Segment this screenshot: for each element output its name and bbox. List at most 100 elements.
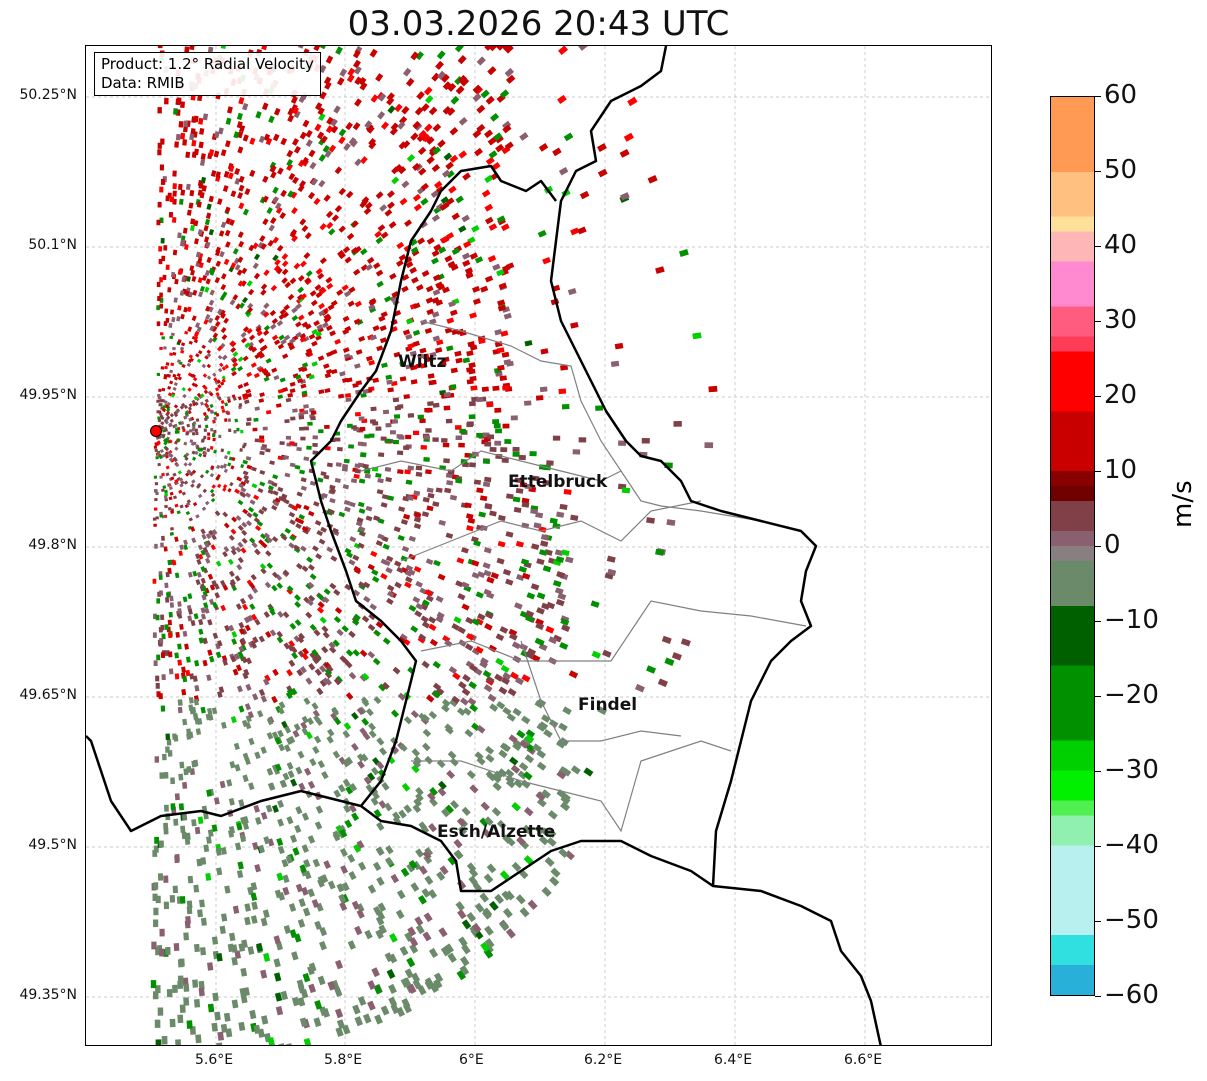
radar-echo (173, 376, 179, 381)
radar-echo (469, 252, 479, 260)
radar-echo (289, 834, 298, 843)
radar-echo (176, 438, 181, 442)
radar-echo (300, 721, 308, 730)
radar-echo (421, 103, 430, 112)
colorbar-tick-mark (1095, 696, 1101, 697)
radar-echo (204, 286, 210, 293)
radar-echo (348, 671, 357, 680)
radar-echo (166, 989, 173, 998)
radar-echo (277, 495, 285, 502)
radar-echo (160, 425, 165, 430)
radar-echo (505, 928, 516, 939)
radar-echo (373, 905, 382, 916)
radar-echo (602, 649, 612, 658)
radar-echo (358, 861, 367, 871)
radar-echo (188, 517, 193, 522)
radar-echo (205, 424, 209, 429)
radar-echo (375, 472, 382, 478)
radar-echo (201, 438, 205, 443)
radar-echo (160, 179, 166, 185)
radar-echo (159, 511, 163, 516)
radar-echo (319, 46, 328, 50)
radar-echo (384, 802, 393, 812)
radar-echo (360, 248, 368, 256)
lon-tick: 6.2°E (584, 1052, 623, 1068)
radar-echo (237, 192, 244, 200)
radar-echo (256, 330, 263, 337)
radar-echo (436, 871, 446, 881)
radar-echo (424, 407, 431, 413)
radar-echo (242, 470, 249, 476)
radar-echo (246, 417, 252, 422)
radar-echo (428, 710, 438, 720)
radar-echo (288, 344, 296, 351)
radar-echo (160, 366, 165, 370)
radar-echo (233, 257, 240, 265)
radar-echo (281, 353, 289, 360)
radar-echo (207, 573, 214, 580)
radar-echo (335, 462, 342, 467)
radar-echo (220, 913, 228, 922)
radar-echo (220, 46, 227, 50)
radar-echo (176, 430, 180, 434)
radar-echo (200, 613, 207, 620)
radar-echo (222, 185, 229, 192)
radar-echo (445, 804, 455, 814)
radar-echo (291, 235, 299, 243)
radar-echo (183, 539, 188, 546)
radar-echo (557, 592, 567, 601)
radar-echo (483, 547, 492, 554)
radar-echo (420, 445, 427, 450)
radar-echo (262, 195, 269, 203)
radar-echo (281, 493, 288, 499)
radar-echo (242, 603, 249, 611)
radar-echo (187, 571, 193, 578)
radar-echo (291, 951, 299, 961)
radar-echo (224, 885, 231, 894)
radar-echo (353, 318, 361, 325)
radar-echo (424, 94, 434, 104)
radar-echo (154, 1019, 161, 1028)
product-label: Product: 1.2° Radial Velocity (101, 55, 314, 73)
radar-echo (192, 425, 196, 430)
radar-echo (448, 300, 456, 308)
radar-echo (300, 383, 307, 389)
radar-echo (307, 780, 316, 789)
radar-echo (357, 995, 367, 1006)
radar-echo (359, 200, 368, 209)
radar-echo (306, 599, 314, 607)
radar-echo (287, 392, 294, 398)
radar-map[interactable]: + + + Product: 1.2° Radial Velocity Data… (85, 45, 992, 1046)
radar-echo (247, 302, 254, 310)
radar-echo (193, 884, 200, 893)
radar-echo (363, 776, 372, 785)
radar-echo (328, 509, 335, 515)
radar-echo (169, 309, 175, 315)
radar-echo (262, 426, 268, 431)
radar-echo (212, 332, 219, 339)
radar-echo (379, 337, 387, 344)
radar-echo (319, 287, 327, 295)
radar-echo (480, 89, 490, 99)
radar-echo (278, 334, 285, 341)
radar-echo (170, 476, 175, 481)
radar-echo (555, 739, 566, 749)
radar-echo (478, 511, 486, 518)
radar-echo (240, 487, 247, 493)
radar-echo (526, 592, 536, 600)
radar-echo (443, 152, 453, 161)
radar-echo (341, 882, 350, 892)
radar-echo (237, 861, 244, 870)
radar-echo (437, 283, 446, 291)
radar-echo (237, 256, 244, 263)
radar-echo (346, 551, 354, 559)
radar-echo (312, 745, 320, 755)
radar-echo (188, 202, 194, 209)
radar-echo (220, 448, 225, 453)
radar-echo (558, 388, 567, 395)
radar-echo (386, 379, 393, 385)
radar-echo (360, 392, 367, 398)
radar-echo (313, 197, 321, 206)
radar-echo (384, 295, 392, 303)
radar-echo (472, 93, 482, 102)
